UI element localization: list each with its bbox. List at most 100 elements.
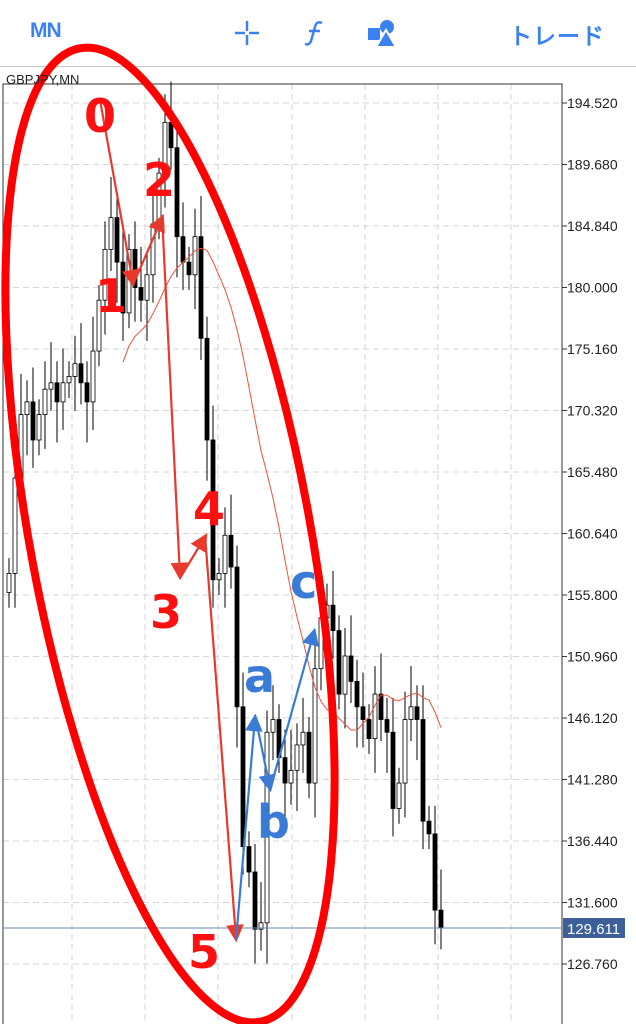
wave-label-a: a — [244, 649, 275, 703]
chart-frame — [2, 83, 563, 1024]
bull-candle — [102, 248, 108, 301]
bear-candle — [186, 261, 192, 276]
bull-candle — [6, 572, 12, 593]
bull-candle — [60, 382, 66, 403]
bear-candle — [378, 693, 384, 720]
bull-candle — [342, 655, 348, 695]
crosshair-icon[interactable] — [232, 18, 262, 48]
bull-candle — [72, 363, 78, 377]
price-tick-label: 160.640 — [567, 526, 618, 542]
bear-candle — [336, 630, 342, 695]
grid — [3, 84, 562, 1024]
bear-candle — [198, 236, 204, 339]
bull-candle — [312, 668, 318, 784]
bear-candle — [204, 337, 210, 441]
price-tick-label: 131.600 — [567, 895, 618, 911]
bear-candle — [384, 719, 390, 733]
wave-label-b: b — [257, 795, 290, 849]
bull-candle — [12, 477, 18, 574]
price-axis: 194.520 189.680 184.840 180.000 175.160 170.3… — [562, 95, 618, 972]
bear-candle — [390, 731, 396, 809]
bull-candle — [42, 388, 48, 415]
wave-label-c: c — [290, 555, 317, 609]
bear-candle — [168, 121, 174, 149]
symbol-label: GBPJPY,MN — [6, 72, 80, 87]
price-tick-label: 180.000 — [567, 280, 618, 296]
bull-candle — [90, 350, 96, 403]
bear-candle — [246, 846, 252, 873]
bear-candle — [360, 706, 366, 720]
bear-candle — [228, 534, 234, 568]
price-tick-label: 126.760 — [567, 956, 618, 972]
timeframe-button[interactable]: MN — [30, 19, 62, 42]
wave-label-2: 2 — [143, 153, 175, 207]
current-price-text: 129.611 — [567, 921, 620, 938]
bear-candle — [180, 236, 186, 263]
bear-candle — [414, 706, 420, 720]
bear-candle — [432, 833, 438, 911]
bull-candle — [222, 534, 228, 574]
bear-candle — [366, 719, 372, 739]
bull-candle — [264, 731, 270, 924]
price-tick-label: 194.520 — [567, 95, 618, 111]
elliott-wave-red — [98, 99, 244, 943]
bear-candle — [54, 382, 60, 403]
bear-candle — [354, 681, 360, 708]
wave-label-3: 3 — [150, 585, 182, 639]
bear-candle — [240, 706, 246, 847]
price-tick-label: 184.840 — [567, 218, 618, 234]
price-tick-label: 165.480 — [567, 464, 618, 480]
bull-candle — [150, 223, 156, 276]
bull-candle — [216, 572, 222, 581]
bear-candle — [306, 731, 312, 784]
bull-candle — [108, 217, 114, 250]
bull-candle — [24, 401, 30, 415]
function-icon[interactable] — [302, 18, 328, 48]
bear-candle — [132, 248, 138, 288]
bull-candle — [258, 922, 264, 930]
shapes-icon[interactable] — [366, 18, 400, 50]
bear-candle — [426, 820, 432, 835]
bull-candle — [36, 414, 42, 441]
candles — [6, 81, 444, 964]
bull-candle — [66, 376, 72, 384]
price-tick-label: 189.680 — [567, 157, 618, 173]
bear-candle — [348, 655, 354, 682]
price-tick-label: 150.960 — [567, 649, 618, 665]
moving-average-line — [122, 247, 442, 731]
wave-label-0: 0 — [84, 89, 116, 143]
price-tick-label: 141.280 — [567, 772, 618, 788]
wave-label-4: 4 — [193, 482, 225, 536]
bull-candle — [300, 731, 306, 746]
bull-candle — [96, 299, 102, 352]
bear-candle — [114, 217, 120, 263]
highlight-ellipse — [1, 43, 339, 1024]
bear-candle — [84, 382, 90, 403]
bear-candle — [174, 147, 180, 238]
bear-candle — [120, 261, 126, 314]
bull-candle — [288, 769, 294, 784]
price-tick-label: 146.120 — [567, 710, 618, 726]
current-price-tag — [563, 918, 625, 938]
trade-button[interactable]: トレード — [509, 23, 605, 49]
bull-candle — [402, 719, 408, 784]
bear-candle — [210, 439, 216, 581]
bull-candle — [294, 744, 300, 771]
bear-candle — [138, 287, 144, 301]
bear-candle — [282, 757, 288, 784]
bear-candle — [438, 909, 444, 929]
bull-candle — [48, 382, 54, 390]
price-tick-label: 170.320 — [567, 403, 618, 419]
bear-candle — [252, 871, 258, 930]
price-tick-label: 136.440 — [567, 833, 618, 849]
bear-candle — [234, 566, 240, 708]
bear-candle — [420, 719, 426, 822]
bull-candle — [192, 236, 198, 276]
wave-label-1: 1 — [95, 269, 127, 323]
bear-candle — [78, 363, 84, 384]
bull-candle — [144, 274, 150, 301]
bull-candle — [408, 706, 414, 720]
bull-candle — [372, 693, 378, 739]
wave-label-5: 5 — [188, 925, 220, 979]
